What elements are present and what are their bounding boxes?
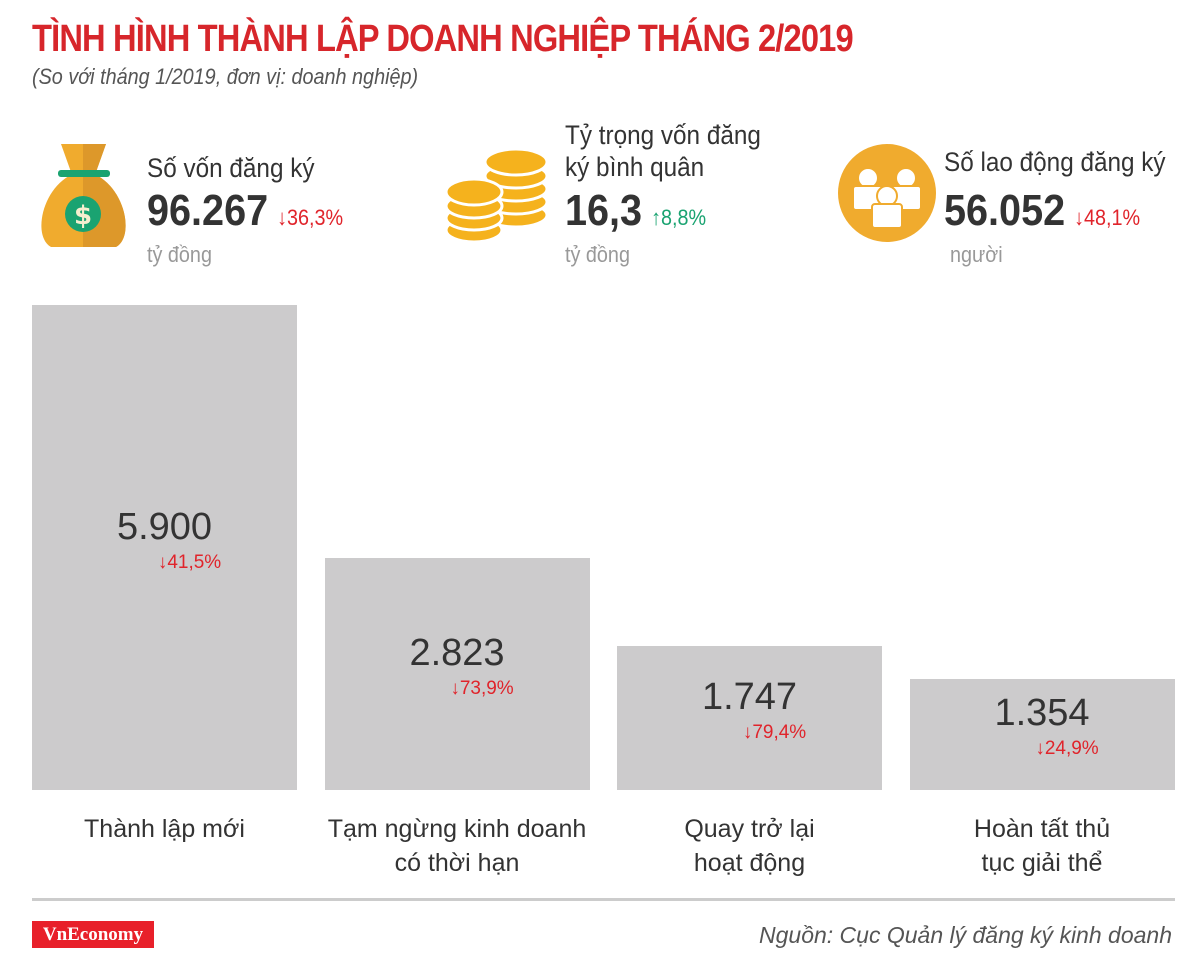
kpi-avg-capital-label: Tỷ trọng vốn đăng ký bình quân: [565, 119, 761, 183]
category-label: Hoàn tất thủ tục giải thể: [910, 812, 1175, 880]
bar: 1.747 ↓79,4%: [617, 646, 882, 790]
bar-value-label: 5.900: [116, 505, 213, 548]
page-title: TÌNH HÌNH THÀNH LẬP DOANH NGHIỆP THÁNG 2…: [32, 18, 854, 60]
kpi-label-line: ký bình quân: [565, 152, 705, 182]
kpi-change: ↑8,8%: [651, 205, 707, 230]
kpi-labor-label: Số lao động đăng ký: [944, 147, 1166, 177]
category-label: Quay trở lại hoạt động: [617, 812, 882, 880]
kpi-value: 96.267: [147, 186, 269, 235]
bar: 5.900 ↓41,5%: [32, 305, 297, 790]
kpi-avg-capital-value: 16,3 ↑8,8%: [565, 186, 706, 236]
coins-icon: [444, 147, 549, 244]
svg-text:$: $: [74, 201, 92, 231]
category-label-line: hoạt động: [693, 849, 806, 877]
category-label-line: có thời hạn: [394, 849, 520, 877]
source-note: Nguồn: Cục Quản lý đăng ký kinh doanh: [759, 922, 1172, 948]
bar-value-label: 1.354: [994, 692, 1090, 735]
kpi-labor-value: 56.052 ↓48,1%: [944, 186, 1140, 236]
people-icon: [838, 144, 936, 242]
kpi-label-line: Tỷ trọng vốn đăng: [565, 120, 761, 150]
bar: 1.354 ↓24,9%: [909, 678, 1175, 790]
kpi-capital-label: Số vốn đăng ký: [147, 153, 315, 183]
kpi-change: ↓36,3%: [277, 205, 344, 230]
money-bag-icon: $: [41, 144, 126, 247]
kpi-change: ↓48,1%: [1074, 205, 1141, 230]
vneconomy-logo: VnEconomy: [32, 921, 154, 948]
kpi-value: 56.052: [944, 186, 1066, 235]
page-subtitle: (So với tháng 1/2019, đơn vị: doanh nghi…: [32, 64, 419, 89]
category-label-line: Thành lập mới: [84, 815, 245, 843]
kpi-unit: tỷ đồng: [565, 242, 630, 267]
bar-change-label: ↓73,9%: [450, 677, 514, 699]
bar-value-label: 2.823: [409, 631, 505, 674]
bar-value-label: 1.747: [701, 676, 798, 719]
category-label-line: Hoàn tất thủ: [973, 815, 1111, 843]
category-label-line: tục giải thể: [981, 849, 1103, 877]
bar-change-label: ↓79,4%: [742, 722, 807, 744]
kpi-capital-value: 96.267 ↓36,3%: [147, 186, 343, 236]
category-label-line: Quay trở lại: [684, 815, 815, 843]
category-label: Thành lập mới: [32, 812, 297, 846]
kpi-value: 16,3: [565, 186, 643, 235]
category-label-line: Tạm ngừng kinh doanh: [327, 815, 587, 843]
kpi-unit: người: [950, 242, 1003, 267]
bar: 2.823 ↓73,9%: [324, 557, 590, 790]
kpi-unit: tỷ đồng: [147, 242, 212, 267]
category-label: Tạm ngừng kinh doanh có thời hạn: [325, 812, 590, 880]
bar-change-label: ↓24,9%: [1035, 738, 1099, 760]
divider: [32, 898, 1175, 901]
bar-change-label: ↓41,5%: [157, 551, 222, 573]
